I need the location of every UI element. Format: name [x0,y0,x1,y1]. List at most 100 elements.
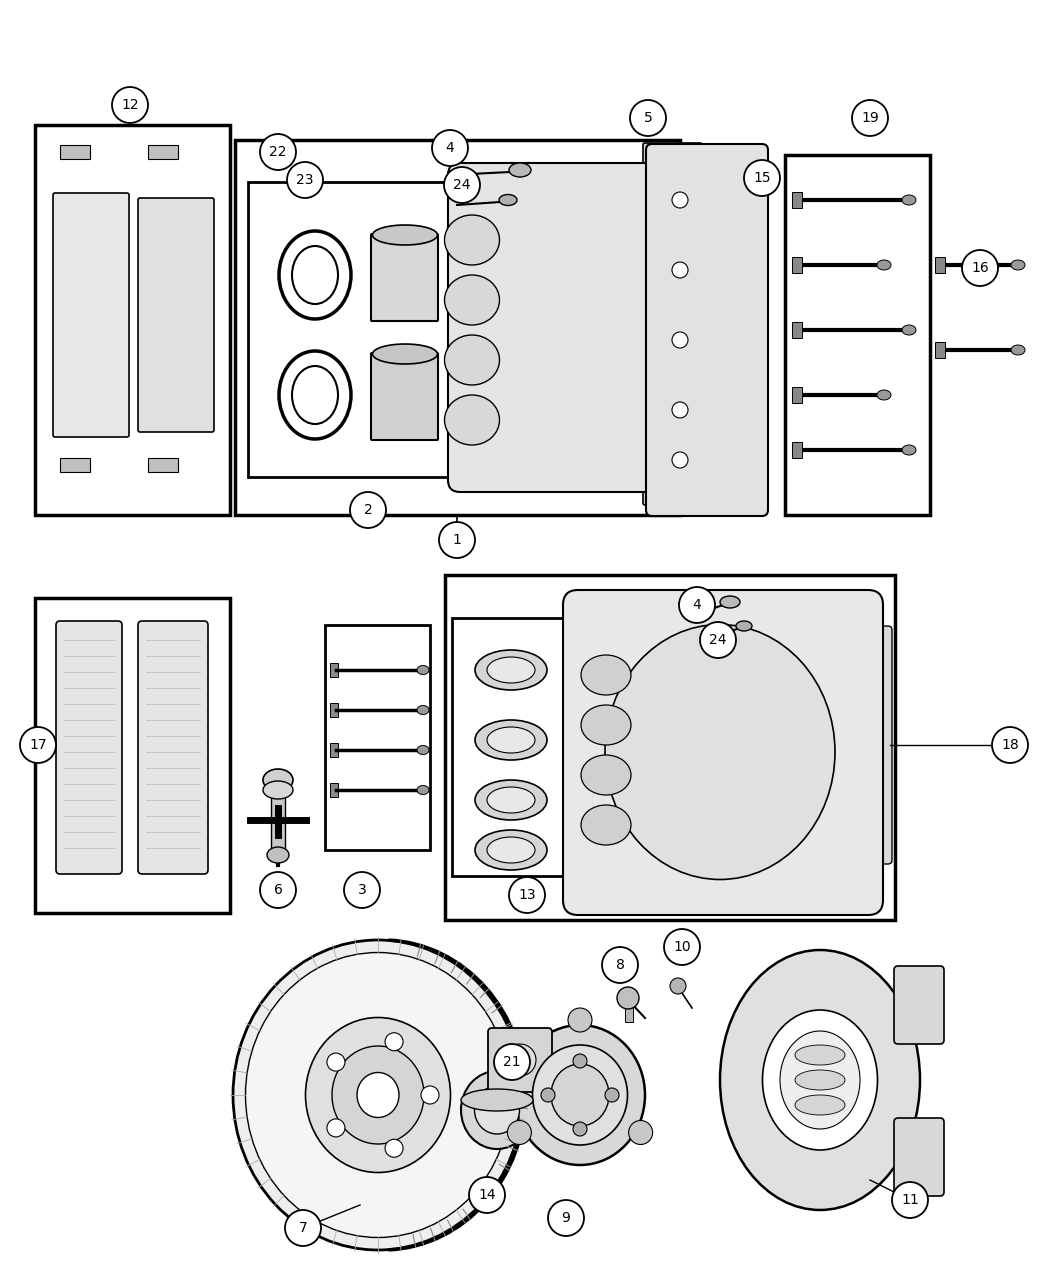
Circle shape [672,402,688,418]
Ellipse shape [581,705,631,745]
FancyBboxPatch shape [804,626,892,864]
Ellipse shape [444,275,500,325]
Bar [625,1000,633,1023]
Ellipse shape [417,666,429,674]
Circle shape [541,1088,555,1102]
Ellipse shape [487,787,536,813]
Ellipse shape [736,621,752,631]
Ellipse shape [262,782,293,799]
Bar [148,458,178,472]
Circle shape [548,1200,584,1235]
Bar [792,323,802,338]
Ellipse shape [461,1071,533,1149]
Bar [60,145,90,159]
Text: 14: 14 [478,1188,496,1202]
Circle shape [344,872,380,908]
Bar [248,182,468,477]
Bar [235,140,680,515]
Bar [330,743,338,757]
Ellipse shape [417,705,429,714]
Circle shape [494,1044,530,1080]
FancyBboxPatch shape [894,966,944,1044]
Text: 19: 19 [861,111,879,125]
Ellipse shape [444,335,500,385]
Text: 7: 7 [298,1221,308,1235]
Bar [785,156,930,515]
Ellipse shape [475,780,547,820]
FancyBboxPatch shape [646,144,768,516]
Ellipse shape [246,952,510,1238]
FancyBboxPatch shape [592,212,646,442]
Circle shape [568,1009,592,1031]
Ellipse shape [762,1010,878,1150]
Bar [792,388,802,403]
Circle shape [602,947,638,983]
Bar [934,258,945,273]
Ellipse shape [780,1031,860,1128]
Bar [445,575,895,921]
Circle shape [962,250,998,286]
Bar [330,703,338,717]
Ellipse shape [1011,346,1025,354]
Bar [792,258,802,273]
Bar [148,145,178,159]
Circle shape [421,1086,439,1104]
Circle shape [892,1182,928,1218]
Circle shape [20,727,56,762]
Ellipse shape [417,746,429,755]
Ellipse shape [475,1086,520,1133]
Ellipse shape [373,224,438,245]
Ellipse shape [795,1095,845,1116]
Bar [330,663,338,677]
Ellipse shape [444,215,500,265]
Bar [330,783,338,797]
FancyBboxPatch shape [643,143,702,185]
Circle shape [112,87,148,122]
FancyBboxPatch shape [488,1028,552,1091]
Circle shape [672,453,688,468]
Circle shape [700,622,736,658]
FancyBboxPatch shape [371,353,438,440]
FancyBboxPatch shape [894,1118,944,1196]
Text: 18: 18 [1001,738,1018,752]
Text: 2: 2 [363,504,373,516]
Circle shape [573,1122,587,1136]
Text: 6: 6 [274,884,282,898]
Ellipse shape [902,195,916,205]
Bar [35,125,230,515]
Text: 23: 23 [296,173,314,187]
FancyBboxPatch shape [138,621,208,873]
FancyBboxPatch shape [563,590,883,915]
Text: 22: 22 [269,145,287,159]
FancyBboxPatch shape [52,193,129,437]
Ellipse shape [475,830,547,870]
FancyBboxPatch shape [643,463,702,505]
Text: 15: 15 [753,171,771,185]
Ellipse shape [233,940,523,1250]
Ellipse shape [487,727,536,754]
Bar [792,193,802,208]
Ellipse shape [877,390,891,400]
Ellipse shape [461,1089,533,1111]
Ellipse shape [357,1072,399,1117]
Text: 12: 12 [121,98,139,112]
Circle shape [573,1054,587,1068]
Ellipse shape [1011,260,1025,270]
Bar [326,625,430,850]
FancyBboxPatch shape [371,235,438,321]
Circle shape [327,1053,345,1071]
Circle shape [672,332,688,348]
Circle shape [992,727,1028,762]
FancyBboxPatch shape [56,621,122,873]
Ellipse shape [581,755,631,796]
Text: 24: 24 [709,632,727,646]
Ellipse shape [262,769,293,790]
Ellipse shape [532,1046,628,1145]
Circle shape [285,1210,321,1246]
Text: 24: 24 [454,179,470,193]
Ellipse shape [499,195,517,205]
Ellipse shape [332,1046,424,1144]
Ellipse shape [551,1065,609,1126]
Text: 13: 13 [519,887,536,901]
Circle shape [327,1119,345,1137]
